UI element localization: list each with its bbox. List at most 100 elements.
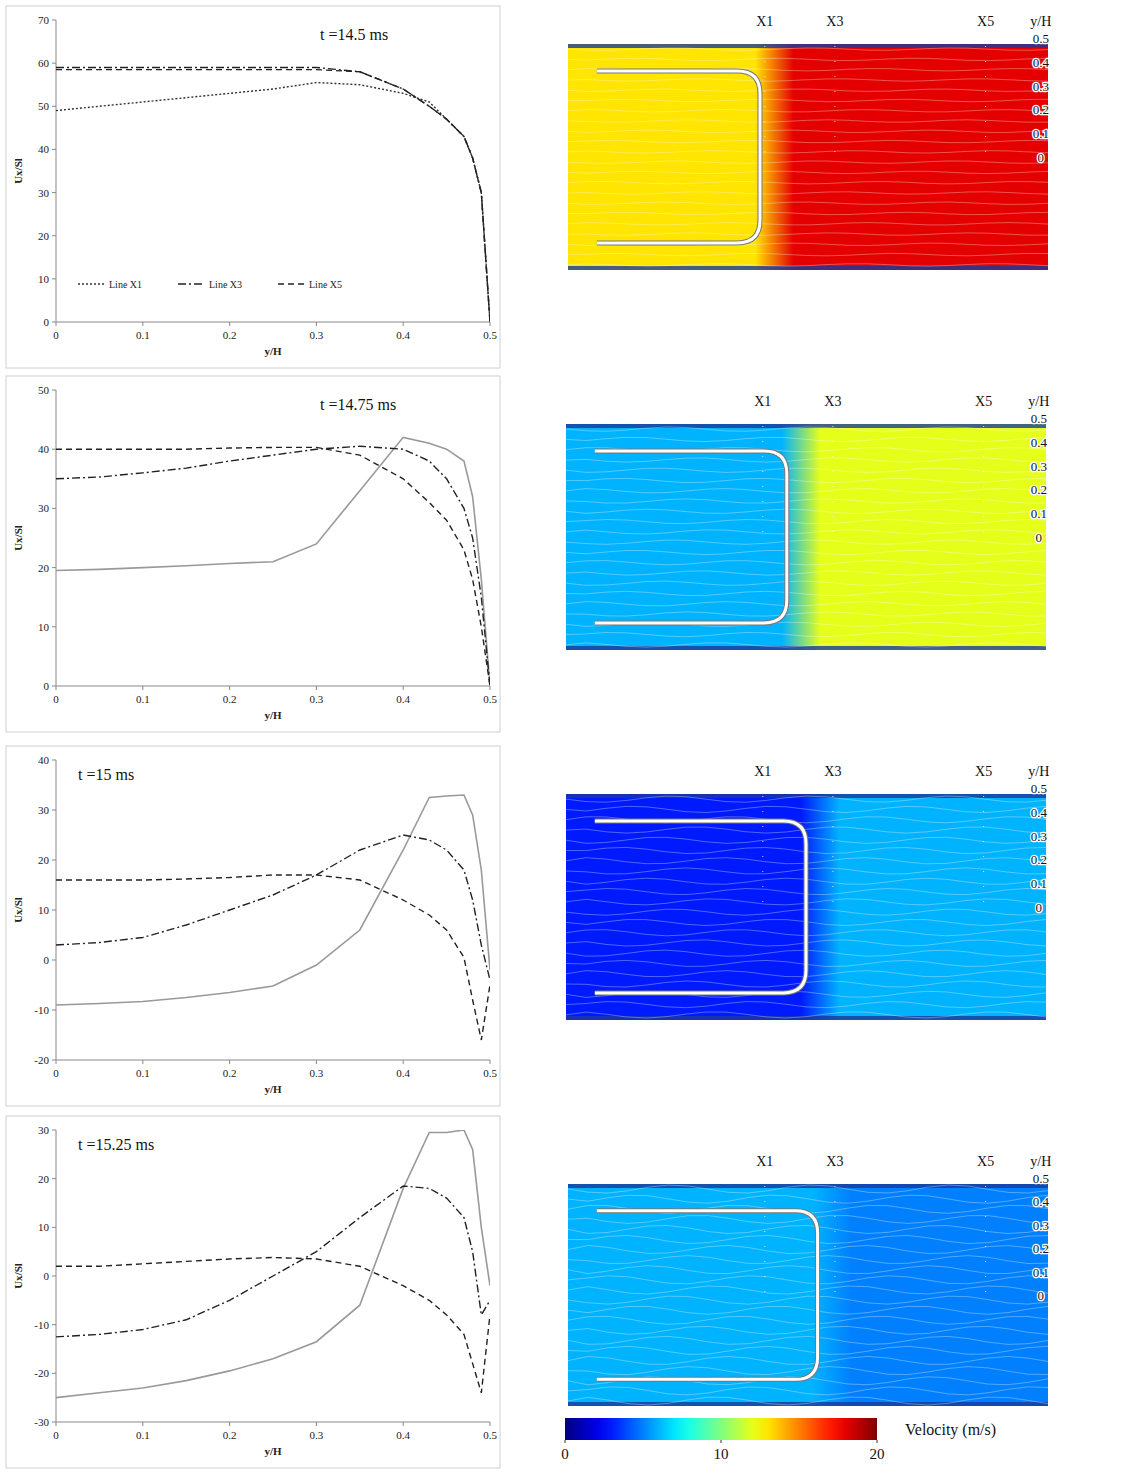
x-tick	[56, 1422, 57, 1426]
x-tick-label: 0.1	[136, 1067, 150, 1079]
streamline	[568, 161, 1048, 163]
x-tick	[229, 322, 230, 326]
legend-label: Line X5	[309, 279, 342, 290]
flow-panel: X1X3X5y/H0.50.40.30.20.10	[566, 394, 1049, 650]
y-tick	[52, 1276, 56, 1277]
y-tick-label: 40	[38, 443, 50, 455]
x-axis	[56, 322, 490, 323]
x-tick	[490, 686, 491, 690]
x-tick	[403, 686, 404, 690]
x-tick-label: 0.2	[223, 1067, 237, 1079]
x-tick-label: 0.1	[136, 329, 150, 341]
x-tick-label: 0.4	[396, 693, 410, 705]
series-line	[56, 70, 490, 322]
y-tick-label: 20	[38, 854, 50, 866]
velocity-field	[566, 794, 1046, 1020]
yh-tick-label: 0	[1036, 530, 1043, 545]
y-tick	[52, 449, 56, 450]
streamline	[566, 427, 1046, 431]
yh-tick-label: 0.3	[1033, 79, 1049, 94]
streamline	[568, 1256, 1048, 1264]
colorbar-tick	[877, 1440, 878, 1443]
y-tick	[52, 810, 56, 811]
yh-tick-label: 0.2	[1031, 482, 1047, 497]
probe-line	[764, 1186, 765, 1295]
flame-front-outline	[597, 1211, 818, 1380]
yh-tick-label: 0	[1036, 900, 1043, 915]
x-tick	[142, 686, 143, 690]
streamlines	[568, 48, 1048, 266]
streamline	[566, 581, 1046, 585]
y-tick-label: 0	[44, 1270, 50, 1282]
x-tick	[490, 1060, 491, 1064]
x-tick	[142, 1060, 143, 1064]
streamline	[568, 1236, 1048, 1244]
streamline	[568, 1195, 1048, 1203]
x-axis-title: y/H	[264, 709, 282, 721]
x-tick-label: 0.5	[483, 1429, 497, 1441]
y-tick-label: 20	[38, 230, 50, 242]
streamline	[568, 140, 1048, 142]
yh-tick-label: 0	[1038, 1288, 1045, 1303]
y-tick-label: 0	[44, 680, 50, 692]
series-line	[56, 875, 490, 1040]
probe-line	[983, 426, 984, 537]
x-tick	[229, 686, 230, 690]
series-line	[56, 447, 490, 686]
y-tick	[52, 1178, 56, 1179]
y-tick	[52, 626, 56, 627]
flow-panel: X1X3X5y/H0.50.40.30.20.10	[568, 1154, 1051, 1406]
panel-frame	[6, 6, 500, 368]
streamline	[566, 509, 1046, 513]
yh-tick-label: 0.1	[1031, 506, 1047, 521]
x-tick-label: 0	[53, 1067, 59, 1079]
probe-line	[834, 1186, 835, 1295]
probe-label: X1	[756, 14, 773, 29]
yh-label: y/H	[1028, 394, 1049, 409]
streamline	[568, 1276, 1048, 1284]
x-tick	[403, 1060, 404, 1064]
streamline	[568, 120, 1048, 122]
streamline	[568, 1246, 1048, 1254]
y-tick-label: -30	[34, 1416, 49, 1428]
y-tick-label: 10	[38, 904, 50, 916]
yh-tick-label: 0.3	[1031, 459, 1047, 474]
series-line	[56, 1130, 490, 1398]
y-tick	[52, 1060, 56, 1061]
yh-tick-label: 0.5	[1031, 411, 1047, 426]
x-tick	[316, 686, 317, 690]
probe-label: X3	[824, 394, 841, 409]
flow-panel: X1X3X5y/H0.50.40.30.20.10	[568, 14, 1051, 270]
x-tick-label: 0.3	[310, 693, 324, 705]
series-line	[56, 437, 490, 686]
streamline	[568, 1266, 1048, 1274]
y-axis-title: Ux/Sl	[12, 525, 24, 551]
y-tick-label: 0	[44, 316, 50, 328]
probe-label: X5	[975, 764, 992, 779]
streamline	[568, 1216, 1048, 1224]
y-tick	[52, 322, 56, 323]
yh-tick-label: 0.5	[1033, 1171, 1049, 1186]
yh-tick-label: 0.3	[1033, 1218, 1049, 1233]
streamline	[568, 110, 1048, 112]
x-axis-title: y/H	[264, 345, 282, 357]
y-tick	[52, 1373, 56, 1374]
streamline	[568, 1226, 1048, 1234]
y-tick-label: 30	[38, 804, 50, 816]
y-axis	[56, 20, 57, 322]
y-tick	[52, 106, 56, 107]
streamline	[568, 182, 1048, 184]
yh-tick-label: 0.2	[1031, 852, 1047, 867]
panel-frame	[6, 746, 500, 1106]
chart-title: t =14.5 ms	[320, 26, 388, 43]
x-axis	[56, 686, 490, 687]
y-axis-title: Ux/Sl	[12, 897, 24, 923]
yh-tick-label: 0.3	[1031, 829, 1047, 844]
y-tick	[52, 235, 56, 236]
probe-line	[834, 46, 835, 157]
probe-line	[983, 796, 984, 907]
y-tick-label: -20	[34, 1054, 49, 1066]
chart-panel: 01020304050607000.10.20.30.40.5y/HUx/Slt…	[6, 6, 500, 368]
probe-label: X5	[975, 394, 992, 409]
streamline	[566, 468, 1046, 472]
